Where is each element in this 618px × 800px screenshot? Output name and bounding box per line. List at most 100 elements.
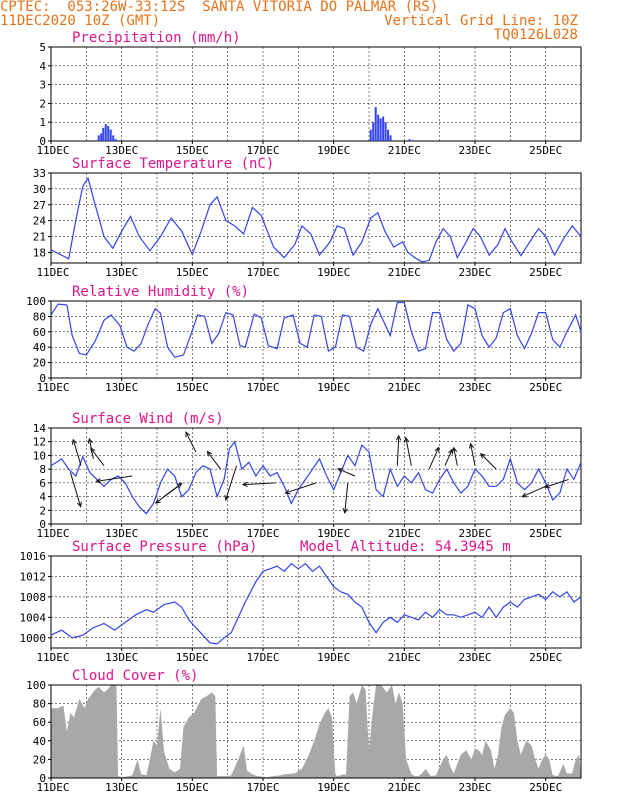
precip-xtick-label: 15DEC xyxy=(176,144,209,157)
wind-ytick-label: 10 xyxy=(33,449,46,462)
rh-xtick-label: 19DEC xyxy=(317,381,350,394)
cloud-ytick-label: 80 xyxy=(33,698,46,711)
wind-arrow xyxy=(185,431,197,453)
pressure-ytick-label: 1008 xyxy=(20,591,47,604)
wind-arrow xyxy=(285,482,317,494)
cloud-xtick-label: 15DEC xyxy=(176,781,209,794)
rh-ytick-label: 100 xyxy=(26,295,46,308)
wind-arrow xyxy=(242,482,276,486)
precip-bar xyxy=(377,114,380,141)
wind-xtick-label: 21DEC xyxy=(388,527,421,540)
wind-xtick-label: 13DEC xyxy=(105,527,138,540)
cloud-ytick-label: 20 xyxy=(33,753,46,766)
pressure-title: Surface Pressure (hPa) xyxy=(72,539,257,555)
cloud-title: Cloud Cover (%) xyxy=(72,668,198,684)
precip-bar xyxy=(369,129,372,141)
wind-arrow xyxy=(428,447,440,470)
pressure-ytick-label: 1016 xyxy=(20,550,47,563)
wind-arrow-head xyxy=(395,434,402,441)
temp-xtick-label: 21DEC xyxy=(388,266,421,279)
rh-xtick-label: 21DEC xyxy=(388,381,421,394)
temp-xtick-label: 23DEC xyxy=(458,266,491,279)
wind-arrow xyxy=(444,449,453,466)
precip-xtick-label: 13DEC xyxy=(105,144,138,157)
precip-bar xyxy=(379,118,382,141)
temp-title: Surface Temperature (nC) xyxy=(72,156,274,172)
cloud-ytick-label: 60 xyxy=(33,716,46,729)
rh-xtick-label: 11DEC xyxy=(36,381,69,394)
precip-bar xyxy=(109,129,112,141)
wind-xtick-label: 25DEC xyxy=(529,527,562,540)
temp-xtick-label: 19DEC xyxy=(317,266,350,279)
precip-bar xyxy=(374,107,377,141)
pressure-xtick-label: 11DEC xyxy=(36,651,69,664)
temp-xtick-label: 11DEC xyxy=(36,266,69,279)
rh-ytick-label: 40 xyxy=(33,341,46,354)
wind-arrow-head xyxy=(154,498,161,504)
pressure-ytick-label: 1012 xyxy=(20,570,47,583)
cloud-xtick-label: 23DEC xyxy=(458,781,491,794)
wind-arrow-head xyxy=(434,446,440,453)
pressure-xtick-label: 19DEC xyxy=(317,651,350,664)
wind-xtick-label: 11DEC xyxy=(36,527,69,540)
precip-bar xyxy=(384,122,387,141)
precip-ytick-label: 0 xyxy=(39,135,46,148)
wind-ytick-label: 4 xyxy=(39,491,46,504)
precip-bar xyxy=(372,122,375,141)
rh-xtick-label: 25DEC xyxy=(529,381,562,394)
wind-ytick-label: 6 xyxy=(39,477,46,490)
wind-arrow xyxy=(396,435,400,466)
precip-bar xyxy=(387,129,390,141)
cloud-xtick-label: 17DEC xyxy=(246,781,279,794)
pressure-series-line xyxy=(50,562,582,645)
wind-arrow-head xyxy=(448,448,453,455)
wind-arrow xyxy=(72,439,82,466)
wind-xtick-label: 23DEC xyxy=(458,527,491,540)
temp-series-line xyxy=(50,176,582,263)
cloud-xtick-label: 13DEC xyxy=(105,781,138,794)
temp-ytick-label: 27 xyxy=(33,199,46,212)
wind-arrow-head xyxy=(451,446,458,453)
precip-bar xyxy=(412,140,415,141)
wind-arrow xyxy=(344,482,349,513)
wind-arrow-head xyxy=(206,450,213,457)
wind-title: Surface Wind (m/s) xyxy=(72,411,224,427)
rh-frame xyxy=(50,300,582,379)
wind-arrow xyxy=(453,447,458,466)
wind-ytick-label: 8 xyxy=(39,463,46,476)
wind-arrow-head xyxy=(544,483,551,489)
precip-ytick-label: 1 xyxy=(39,116,46,129)
pressure-frame xyxy=(50,555,582,649)
temp-ytick-label: 18 xyxy=(33,246,46,259)
precip-bar xyxy=(114,139,117,141)
temp-xtick-label: 13DEC xyxy=(105,266,138,279)
rh-xtick-label: 13DEC xyxy=(105,381,138,394)
wind-arrow-head xyxy=(176,482,183,489)
precip-title: Precipitation (mm/h) xyxy=(72,30,241,46)
precip-ytick-label: 3 xyxy=(39,79,46,92)
temp-xtick-label: 15DEC xyxy=(176,266,209,279)
wind-ytick-label: 14 xyxy=(33,422,47,435)
wind-arrow-head xyxy=(90,447,96,454)
model-id: TQ0126L028 xyxy=(493,27,578,43)
wind-arrow-head xyxy=(479,452,486,459)
temp-ytick-label: 30 xyxy=(33,183,46,196)
wind-arrow xyxy=(405,437,412,466)
wind-arrow-head xyxy=(521,492,528,498)
cloud-ytick-label: 40 xyxy=(33,735,46,748)
wind-xtick-label: 15DEC xyxy=(176,527,209,540)
cloud-ytick-label: 100 xyxy=(26,679,46,692)
precip-bar xyxy=(112,135,115,141)
precip-xtick-label: 23DEC xyxy=(458,144,491,157)
cloud-xtick-label: 19DEC xyxy=(317,781,350,794)
wind-arrow xyxy=(522,485,546,498)
rh-xtick-label: 23DEC xyxy=(458,381,491,394)
pressure-xtick-label: 23DEC xyxy=(458,651,491,664)
temp-ytick-label: 24 xyxy=(33,215,47,228)
precip-frame xyxy=(50,46,582,142)
wind-arrow xyxy=(90,447,105,467)
temp-ytick-label: 33 xyxy=(33,167,46,180)
wind-arrow-head xyxy=(87,437,93,444)
wind-arrow-head xyxy=(185,431,191,438)
